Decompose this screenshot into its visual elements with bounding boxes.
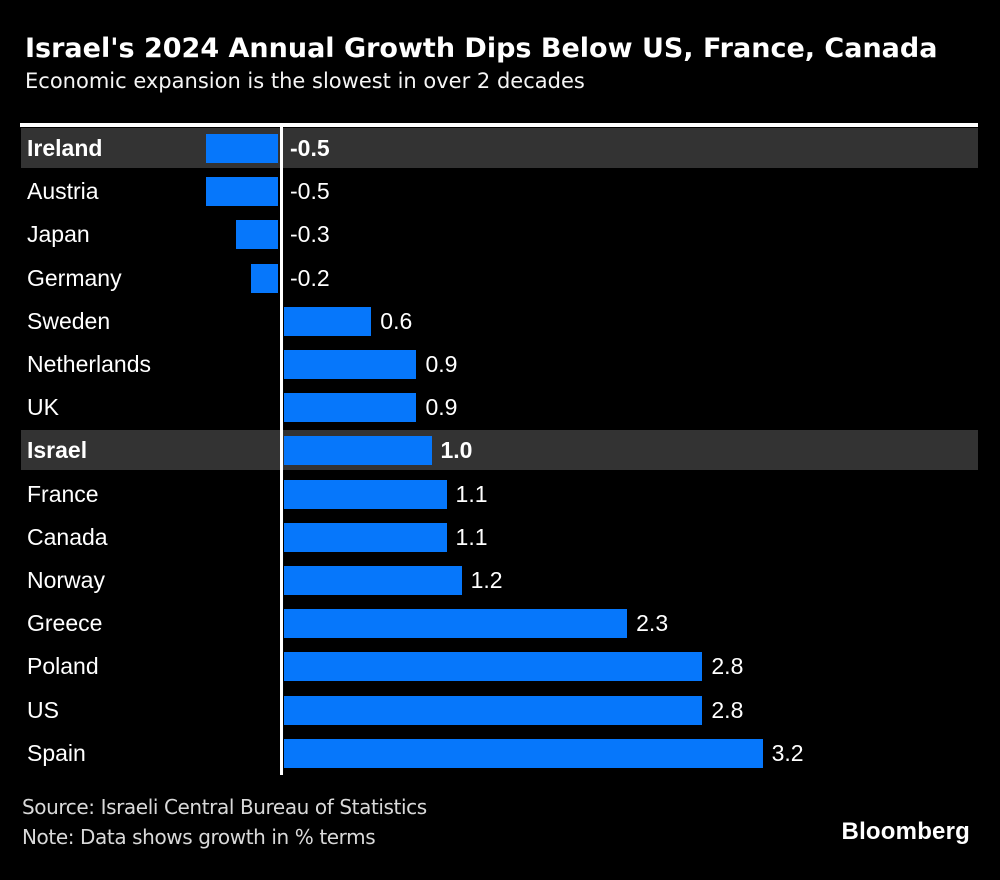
bar-japan bbox=[235, 220, 278, 250]
top-rule bbox=[20, 123, 978, 127]
bloomberg-logo: Bloomberg bbox=[841, 818, 970, 845]
category-label-canada: Canada bbox=[27, 523, 108, 550]
value-label-sweden: 0.6 bbox=[380, 307, 413, 334]
category-label-greece: Greece bbox=[27, 610, 103, 637]
value-label-poland: 2.8 bbox=[711, 653, 744, 680]
bar-plot: Ireland -0.5 Austria -0.5 Japan -0.3 Germany -0… bbox=[0, 127, 1000, 775]
category-label-israel: Israel bbox=[27, 437, 88, 464]
category-label-poland: Poland bbox=[27, 653, 99, 680]
value-label-israel: 1.0 bbox=[440, 437, 473, 464]
value-label-us: 2.8 bbox=[711, 696, 744, 723]
chart-row-norway: Norway 1.2 bbox=[0, 559, 1000, 602]
category-label-japan: Japan bbox=[27, 221, 90, 248]
category-label-netherlands: Netherlands bbox=[27, 351, 152, 378]
category-label-france: France bbox=[27, 480, 99, 507]
category-label-norway: Norway bbox=[27, 567, 105, 594]
value-label-spain: 3.2 bbox=[771, 739, 804, 766]
chart-row-sweden: Sweden 0.6 bbox=[0, 300, 1000, 343]
chart-row-germany: Germany -0.2 bbox=[0, 257, 1000, 300]
bar-austria bbox=[205, 177, 278, 207]
highlight-band-israel bbox=[21, 430, 978, 471]
value-label-greece: 2.3 bbox=[636, 610, 669, 637]
source-note: Source: Israeli Central Bureau of Statis… bbox=[22, 795, 427, 819]
bar-sweden bbox=[284, 306, 372, 336]
value-label-austria: -0.5 bbox=[290, 178, 330, 205]
bar-israel bbox=[284, 436, 432, 466]
chart-subtitle: Economic expansion is the slowest in ove… bbox=[25, 69, 585, 93]
value-label-ireland: -0.5 bbox=[290, 135, 330, 162]
chart-row-uk: UK 0.9 bbox=[0, 386, 1000, 429]
bar-canada bbox=[284, 522, 447, 552]
category-label-us: US bbox=[27, 696, 59, 723]
bar-spain bbox=[284, 738, 763, 768]
bar-uk bbox=[284, 393, 417, 423]
value-label-canada: 1.1 bbox=[455, 523, 488, 550]
chart-row-israel: Israel 1.0 bbox=[0, 429, 1000, 472]
bar-france bbox=[284, 479, 447, 509]
chart-row-canada: Canada 1.1 bbox=[0, 516, 1000, 559]
category-label-austria: Austria bbox=[27, 178, 99, 205]
chart-row-japan: Japan -0.3 bbox=[0, 213, 1000, 256]
chart-row-spain: Spain 3.2 bbox=[0, 732, 1000, 775]
value-label-japan: -0.3 bbox=[290, 221, 330, 248]
category-label-germany: Germany bbox=[27, 264, 122, 291]
zero-axis-line bbox=[279, 127, 283, 775]
value-label-uk: 0.9 bbox=[425, 394, 458, 421]
chart-row-france: France 1.1 bbox=[0, 473, 1000, 516]
bar-us bbox=[284, 695, 703, 725]
value-label-germany: -0.2 bbox=[290, 264, 330, 291]
category-label-sweden: Sweden bbox=[27, 307, 111, 334]
category-label-ireland: Ireland bbox=[27, 135, 103, 162]
chart-row-netherlands: Netherlands 0.9 bbox=[0, 343, 1000, 386]
chart-row-greece: Greece 2.3 bbox=[0, 602, 1000, 645]
value-label-france: 1.1 bbox=[455, 480, 488, 507]
chart-row-us: US 2.8 bbox=[0, 689, 1000, 732]
bar-germany bbox=[250, 263, 278, 293]
bar-netherlands bbox=[284, 350, 417, 380]
category-label-uk: UK bbox=[27, 394, 59, 421]
chart-row-ireland: Ireland -0.5 bbox=[0, 127, 1000, 170]
bar-greece bbox=[284, 609, 628, 639]
category-label-spain: Spain bbox=[27, 739, 86, 766]
value-label-norway: 1.2 bbox=[470, 567, 503, 594]
chart-row-austria: Austria -0.5 bbox=[0, 170, 1000, 213]
footer-notes: Source: Israeli Central Bureau of Statis… bbox=[22, 792, 427, 852]
chart-title: Israel's 2024 Annual Growth Dips Below U… bbox=[25, 33, 938, 64]
value-label-netherlands: 0.9 bbox=[425, 351, 458, 378]
bar-norway bbox=[284, 566, 462, 596]
highlight-band-ireland bbox=[21, 128, 978, 168]
bar-poland bbox=[284, 652, 703, 682]
data-note: Note: Data shows growth in % terms bbox=[22, 825, 376, 849]
chart-row-poland: Poland 2.8 bbox=[0, 645, 1000, 688]
bar-ireland bbox=[205, 134, 278, 164]
